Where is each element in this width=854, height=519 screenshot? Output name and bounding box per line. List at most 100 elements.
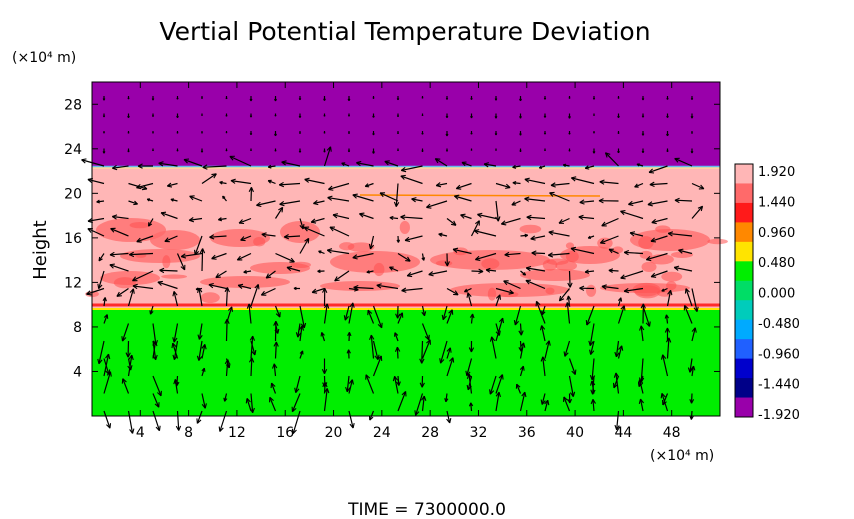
chart-title: Vertial Potential Temperature Deviation bbox=[159, 17, 650, 46]
wind-vector-head bbox=[614, 424, 620, 431]
wind-vector bbox=[256, 200, 276, 206]
wind-vector bbox=[404, 235, 423, 242]
wind-vector-head bbox=[522, 272, 527, 276]
wind-vector bbox=[250, 284, 259, 307]
wind-vector-head bbox=[614, 351, 620, 358]
wind-vector-head bbox=[152, 341, 158, 347]
wind-vector bbox=[535, 301, 546, 324]
wind-vector bbox=[428, 270, 448, 276]
wind-vector-head bbox=[593, 132, 595, 134]
wind-vector-head bbox=[620, 305, 626, 311]
hot-speck bbox=[339, 242, 355, 251]
wind-vector-head bbox=[448, 309, 454, 315]
wind-vector-head bbox=[640, 303, 646, 309]
wind-vector bbox=[466, 358, 473, 376]
wind-vector-head bbox=[589, 380, 596, 386]
colorbar-swatch bbox=[735, 202, 753, 223]
wind-vector bbox=[566, 302, 571, 324]
wind-vector-head bbox=[544, 149, 546, 152]
wind-vector bbox=[605, 152, 619, 167]
wind-vector-head bbox=[323, 303, 330, 309]
wind-vector bbox=[372, 340, 379, 360]
wind-vector bbox=[592, 375, 595, 395]
wind-vector-head bbox=[466, 292, 472, 298]
wind-vector-head bbox=[620, 210, 626, 216]
hot-speck bbox=[546, 258, 569, 265]
hot-speck bbox=[162, 255, 171, 269]
wind-vector-head bbox=[310, 218, 317, 224]
wind-vector bbox=[650, 235, 668, 242]
wind-vector-head bbox=[545, 340, 551, 346]
wind-vector-head bbox=[690, 150, 694, 154]
wind-vector-head bbox=[366, 270, 370, 274]
wind-vector bbox=[650, 270, 668, 278]
wind-vector-head bbox=[541, 310, 546, 316]
wind-vector bbox=[512, 182, 521, 185]
wind-vector bbox=[286, 266, 301, 272]
x-tick-label: 12 bbox=[228, 425, 246, 441]
wind-vector bbox=[98, 340, 105, 364]
time-label: TIME = 7300000.0 bbox=[347, 500, 506, 519]
wind-vector-head bbox=[519, 365, 525, 371]
wind-vector-head bbox=[396, 239, 401, 243]
colorbar-level-label: -1.920 bbox=[758, 408, 800, 423]
wind-vector bbox=[601, 217, 619, 227]
wind-vector bbox=[310, 217, 325, 223]
wind-vector-head bbox=[593, 114, 595, 116]
wind-vector bbox=[194, 235, 203, 256]
band-upper bbox=[92, 82, 720, 166]
wind-vector bbox=[152, 393, 160, 408]
wind-vector bbox=[208, 284, 227, 290]
wind-vector bbox=[634, 182, 644, 188]
wind-vector-head bbox=[384, 160, 390, 166]
wind-vector-head bbox=[173, 379, 179, 385]
wind-vector-head bbox=[299, 350, 304, 355]
wind-vector-head bbox=[279, 201, 285, 207]
band-lower bbox=[92, 308, 720, 416]
wind-vector-head bbox=[691, 327, 697, 333]
wind-vector bbox=[617, 345, 623, 359]
wind-vector-head bbox=[109, 251, 115, 258]
wind-vector-head bbox=[512, 164, 517, 169]
wind-vector-head bbox=[444, 261, 450, 267]
wind-vector bbox=[617, 305, 625, 324]
wind-vector bbox=[526, 216, 546, 220]
wind-vector bbox=[397, 375, 400, 386]
wind-vector bbox=[103, 297, 106, 307]
wind-vector-head bbox=[469, 313, 475, 319]
wind-vector bbox=[446, 287, 459, 296]
wind-vector bbox=[407, 270, 423, 277]
wind-vector-head bbox=[127, 132, 130, 134]
wind-vector bbox=[470, 220, 480, 237]
wind-vector bbox=[348, 302, 354, 324]
wind-vector-head bbox=[424, 334, 430, 341]
wind-vector-head bbox=[512, 180, 517, 185]
wind-vector bbox=[299, 238, 310, 254]
wind-vector bbox=[495, 200, 499, 222]
colorbar-level-label: 1.440 bbox=[758, 195, 795, 210]
wind-vector-head bbox=[121, 336, 127, 342]
hot-speck bbox=[585, 284, 597, 297]
wind-vector-head bbox=[666, 133, 669, 137]
wind-vector-head bbox=[136, 237, 142, 243]
wind-vector-head bbox=[197, 287, 203, 294]
wind-vector bbox=[127, 410, 134, 434]
wind-vector bbox=[525, 279, 546, 290]
wind-vector bbox=[201, 248, 204, 272]
wind-vector-head bbox=[592, 151, 596, 154]
wind-vector-head bbox=[489, 389, 495, 395]
wind-vector-head bbox=[617, 132, 620, 134]
wind-vector bbox=[304, 178, 325, 185]
wind-vector-head bbox=[199, 248, 206, 254]
wind-vector-head bbox=[445, 97, 449, 100]
wind-vector bbox=[98, 270, 105, 289]
wind-vector-head bbox=[218, 217, 223, 222]
wind-vector-head bbox=[406, 272, 413, 278]
wind-vector-head bbox=[294, 387, 300, 394]
wind-vector bbox=[198, 323, 203, 340]
hot-speck bbox=[655, 225, 671, 233]
wind-vector-head bbox=[608, 248, 614, 254]
wind-vector-head bbox=[511, 201, 517, 206]
wind-vector bbox=[526, 267, 546, 272]
wind-vector-head bbox=[364, 183, 370, 188]
